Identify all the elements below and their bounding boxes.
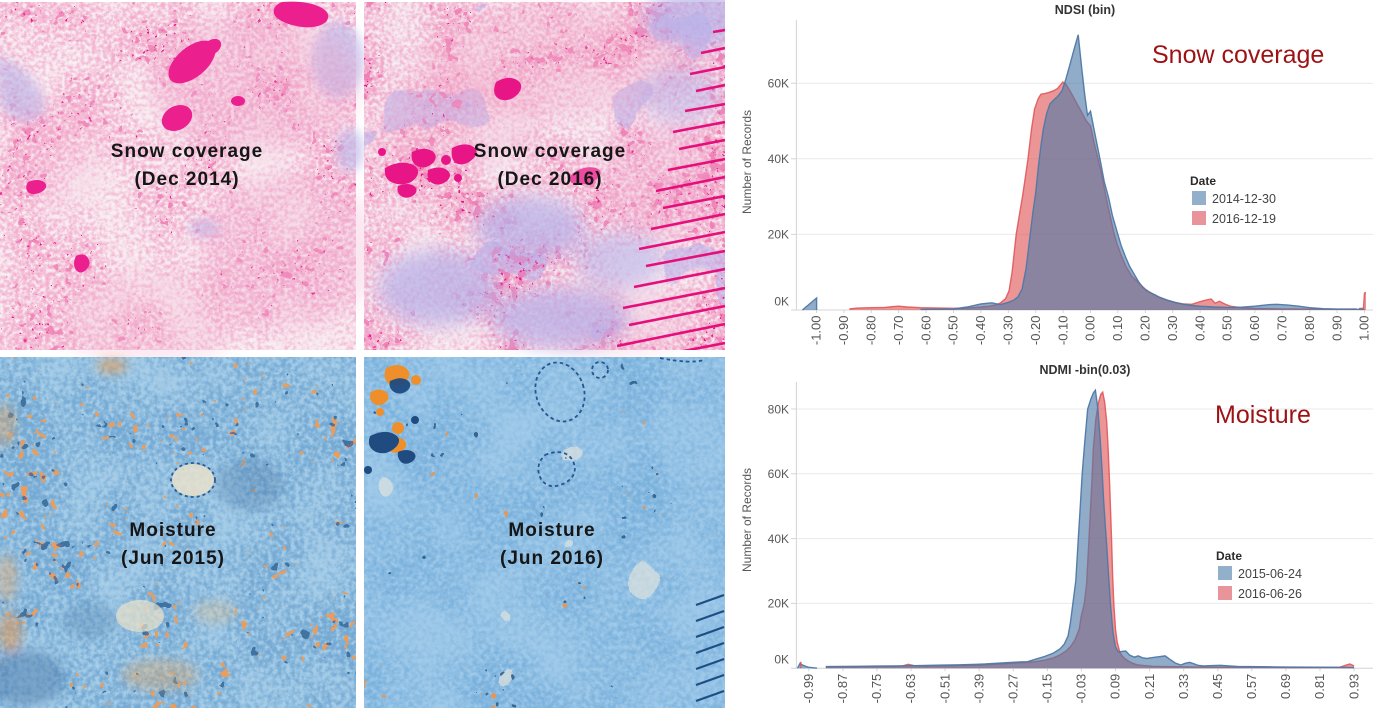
svg-text:NDSI (bin): NDSI (bin) — [1055, 3, 1115, 17]
svg-text:Number of Records: Number of Records — [740, 468, 754, 572]
svg-text:0.81: 0.81 — [1312, 674, 1327, 699]
svg-text:2015-06-24: 2015-06-24 — [1238, 567, 1302, 581]
svg-text:0K: 0K — [774, 295, 789, 309]
svg-text:-0.70: -0.70 — [891, 316, 906, 346]
svg-text:-0.30: -0.30 — [1001, 316, 1016, 346]
svg-text:0.70: 0.70 — [1275, 316, 1290, 341]
svg-text:40K: 40K — [768, 152, 789, 166]
svg-text:Date: Date — [1216, 549, 1242, 563]
svg-text:-0.80: -0.80 — [864, 316, 879, 346]
svg-text:0.10: 0.10 — [1110, 316, 1125, 341]
svg-text:0.60: 0.60 — [1247, 316, 1262, 341]
svg-text:0.33: 0.33 — [1176, 674, 1191, 699]
svg-text:0.57: 0.57 — [1244, 674, 1259, 699]
svg-text:0.09: 0.09 — [1108, 674, 1123, 699]
svg-text:2016-12-19: 2016-12-19 — [1212, 212, 1276, 226]
svg-text:-0.20: -0.20 — [1028, 316, 1043, 346]
svg-text:-0.10: -0.10 — [1055, 316, 1070, 346]
svg-text:-0.60: -0.60 — [918, 316, 933, 346]
svg-text:-0.90: -0.90 — [836, 316, 851, 346]
svg-text:2014-12-30: 2014-12-30 — [1212, 192, 1276, 206]
svg-text:0K: 0K — [774, 653, 789, 667]
svg-text:Snow coverage: Snow coverage — [1152, 41, 1324, 69]
svg-text:0.80: 0.80 — [1302, 316, 1317, 341]
svg-text:0.90: 0.90 — [1329, 316, 1344, 341]
svg-text:-0.63: -0.63 — [903, 674, 918, 704]
svg-text:1.00: 1.00 — [1357, 316, 1372, 341]
svg-text:NDMI -bin(0.03): NDMI -bin(0.03) — [1040, 363, 1131, 377]
svg-text:-0.15: -0.15 — [1040, 674, 1055, 704]
svg-text:Date: Date — [1190, 174, 1216, 188]
svg-text:0.21: 0.21 — [1142, 674, 1157, 699]
svg-text:40K: 40K — [768, 532, 789, 546]
svg-text:0.69: 0.69 — [1278, 674, 1293, 699]
svg-text:-0.50: -0.50 — [946, 316, 961, 346]
svg-text:0.50: 0.50 — [1220, 316, 1235, 341]
svg-text:20K: 20K — [768, 597, 789, 611]
svg-text:20K: 20K — [768, 228, 789, 242]
svg-text:-0.03: -0.03 — [1074, 674, 1089, 704]
svg-text:0.93: 0.93 — [1346, 674, 1361, 699]
svg-text:-0.87: -0.87 — [835, 674, 850, 704]
svg-text:0.30: 0.30 — [1165, 316, 1180, 341]
svg-text:0.20: 0.20 — [1138, 316, 1153, 341]
svg-text:-0.40: -0.40 — [973, 316, 988, 346]
svg-text:-0.99: -0.99 — [801, 674, 816, 704]
svg-text:-0.51: -0.51 — [937, 674, 952, 704]
svg-text:0.00: 0.00 — [1083, 316, 1098, 341]
svg-text:Moisture: Moisture — [1215, 401, 1311, 429]
svg-text:0.40: 0.40 — [1192, 316, 1207, 341]
svg-text:60K: 60K — [768, 77, 789, 91]
svg-text:-0.39: -0.39 — [971, 674, 986, 704]
svg-text:2016-06-26: 2016-06-26 — [1238, 587, 1302, 601]
svg-text:-1.00: -1.00 — [809, 316, 824, 346]
svg-text:-0.27: -0.27 — [1006, 674, 1021, 704]
svg-text:60K: 60K — [768, 467, 789, 481]
svg-text:0.45: 0.45 — [1210, 674, 1225, 699]
svg-text:-0.75: -0.75 — [869, 674, 884, 704]
svg-text:Number of Records: Number of Records — [740, 110, 754, 214]
svg-text:80K: 80K — [768, 402, 789, 416]
